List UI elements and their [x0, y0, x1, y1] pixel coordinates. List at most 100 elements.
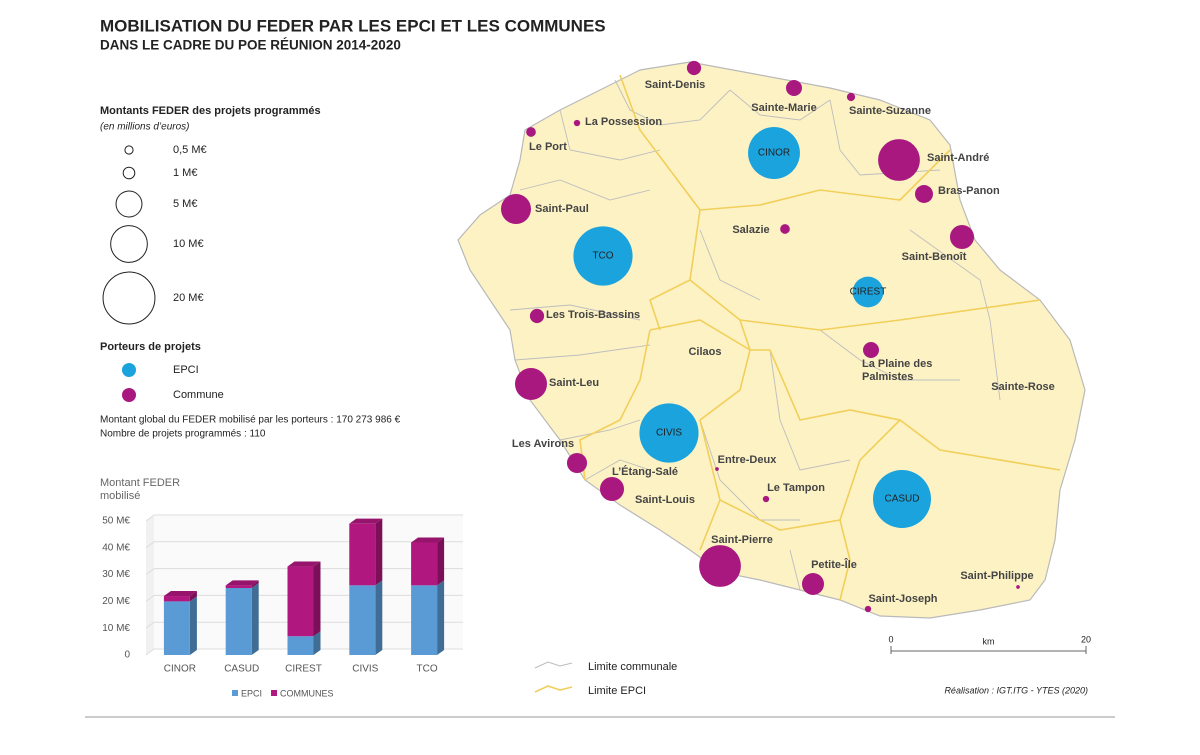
bar-top [349, 518, 383, 524]
map-label: La Possession [585, 116, 662, 128]
size-legend-circle [115, 190, 143, 218]
size-legend-subtitle: (en millions d’euros) [100, 122, 189, 133]
map-label: Saint-Joseph [868, 593, 937, 605]
chart-wall [146, 515, 154, 655]
bar [287, 566, 314, 637]
scale-label: 20 [1081, 634, 1091, 644]
bar-side [437, 580, 445, 655]
commune-bubble [686, 60, 702, 76]
y-tick-label: 40 M€ [102, 542, 130, 553]
epci-bubble [852, 276, 884, 308]
epci-bubble [639, 403, 699, 463]
legend-swatch [271, 690, 278, 696]
size-legend-circle [110, 225, 148, 263]
map-label: Saint-Denis [645, 79, 706, 91]
legend-line-epci [534, 685, 573, 693]
title: MOBILISATION DU FEDER PAR LES EPCI ET LE… [100, 16, 606, 35]
map-label: L’Étang-Salé [612, 465, 678, 478]
map-label: Petite-Île [811, 558, 857, 571]
y-tick-label: 50 M€ [102, 516, 130, 527]
size-legend-title: Montants FEDER des projets programmés [100, 105, 321, 117]
epci-label: CINOR [758, 148, 790, 159]
epci-bubble [873, 470, 931, 528]
legend-label: COMMUNES [280, 688, 334, 698]
bar-top [225, 580, 259, 586]
bar [163, 601, 190, 655]
epci-bubble [748, 127, 800, 179]
bar [225, 588, 252, 655]
commune-bubble [699, 545, 741, 587]
map-label: Bras-Panon [938, 185, 1000, 197]
bar-side [251, 580, 259, 588]
map-label: Saint-Benoît [902, 251, 967, 263]
epci-label: CIREST [850, 287, 887, 298]
label-box: La Plaine des Palmistes [862, 358, 933, 383]
y-tick-label: 20 M€ [102, 596, 130, 607]
bar-side [189, 591, 197, 602]
size-legend-circle [124, 145, 134, 155]
commune-bubble [915, 185, 933, 203]
commune-bubble [801, 572, 825, 596]
map-label: Le Tampon [767, 482, 825, 494]
map-label: Saint-Paul [535, 203, 589, 215]
bar [163, 596, 190, 602]
commune-bubble [526, 127, 536, 137]
commune-bubble [573, 119, 581, 127]
map-label: Entre-Deux [718, 454, 778, 466]
porteur-swatch [122, 388, 136, 402]
bar-side [437, 537, 445, 586]
size-legend-circle [102, 271, 156, 325]
commune-bubble [500, 193, 532, 225]
commune-bubble [780, 224, 790, 234]
map-label: La Plaine des Palmistes [862, 358, 933, 383]
subtitle: DANS LE CADRE DU POE RÉUNION 2014-2020 [100, 38, 401, 53]
epci-label: TCO [592, 251, 613, 262]
grid-line [145, 514, 463, 522]
commune-bubble [1016, 585, 1020, 589]
commune-bubble [864, 605, 872, 613]
commune-bubble [529, 308, 545, 324]
bar-top [411, 537, 445, 543]
legend-line-communal [534, 661, 573, 669]
map-label: Le Port [529, 141, 567, 153]
chart-y-title-box: Montant FEDER mobilisé [100, 477, 181, 502]
x-tick-label: TCO [417, 664, 438, 675]
commune-bubble [762, 495, 770, 503]
map-label: Les Trois-Bassins [546, 309, 640, 321]
bar-side [375, 518, 383, 586]
map-label: Cilaos [688, 346, 721, 358]
bar-side [313, 631, 321, 655]
bar-top [287, 561, 321, 567]
size-legend-label: 20 M€ [173, 292, 204, 304]
porteur-swatch [122, 363, 136, 377]
summary: Nombre de projets programmés : 110 [100, 429, 266, 440]
bar [411, 542, 438, 586]
x-tick-label: CASUD [224, 664, 259, 675]
size-legend-circle [122, 166, 136, 180]
line-legend-label: Limite EPCI [588, 685, 646, 697]
bar [349, 585, 376, 655]
bar-top [163, 591, 197, 597]
bar [225, 585, 252, 588]
legend-swatch [232, 690, 238, 696]
chart-y-title: Montant FEDER mobilisé [100, 477, 181, 502]
summary: Montant global du FEDER mobilisé par les… [100, 415, 401, 426]
epci-label: CIVIS [656, 428, 682, 439]
commune-bubble [949, 224, 975, 250]
porteurs-title: Porteurs de projets [100, 341, 201, 353]
commune-bubble [863, 342, 879, 358]
size-legend-label: 0,5 M€ [173, 144, 207, 156]
bar [287, 636, 314, 655]
commune-bubble [846, 92, 856, 102]
map-label: Sainte-Rose [991, 381, 1055, 393]
porteur-label: Commune [173, 389, 224, 401]
epci-label: CASUD [884, 494, 919, 505]
commune-bubble [599, 476, 625, 502]
line-legend-label: Limite communale [588, 661, 677, 673]
y-tick-label: 0 [124, 650, 130, 661]
map-label: Sainte-Marie [751, 102, 816, 114]
x-tick-label: CINOR [164, 664, 196, 675]
bar [349, 523, 376, 586]
map-label: Saint-André [927, 152, 989, 164]
